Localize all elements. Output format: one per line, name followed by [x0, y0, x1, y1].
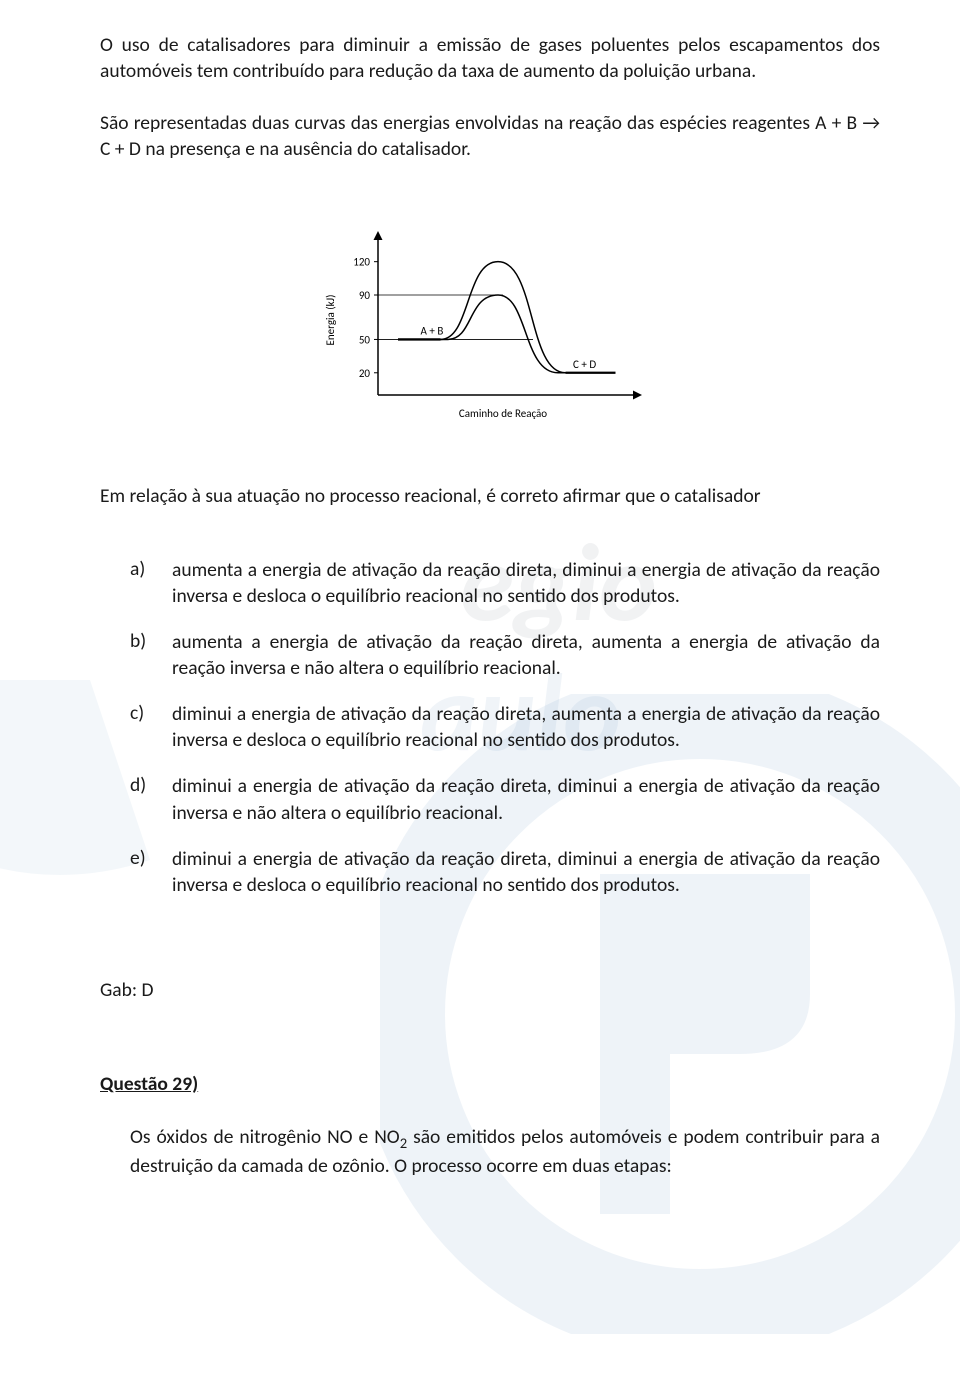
svg-text:Caminho de Reação: Caminho de Reação	[459, 407, 547, 420]
option-text: aumenta a energia de ativação da reação …	[172, 557, 880, 609]
energy-diagram: 20 50 90 120 Energia (kJ) Caminho de Reação A …	[100, 223, 880, 433]
next-question-header: Questão 29)	[100, 1072, 880, 1096]
option-label: a)	[130, 557, 172, 609]
option-text: diminui a energia de ativação da reação …	[172, 773, 880, 825]
svg-text:Energia (kJ): Energia (kJ)	[324, 294, 337, 345]
option-text: aumenta a energia de ativação da reação …	[172, 629, 880, 681]
option-e: e) diminui a energia de ativação da reaç…	[130, 846, 880, 898]
option-d: d) diminui a energia de ativação da reaç…	[130, 773, 880, 825]
option-text: diminui a energia de ativação da reação …	[172, 701, 880, 753]
answer-key: Gab: D	[100, 978, 880, 1002]
energy-diagram-svg: 20 50 90 120 Energia (kJ) Caminho de Reação A …	[320, 223, 660, 433]
intro-paragraph-2: São representadas duas curvas das energi…	[100, 110, 880, 162]
option-text: diminui a energia de ativação da reação …	[172, 846, 880, 898]
qbody-pre: Os óxidos de nitrogênio NO e NO	[130, 1125, 400, 1149]
svg-text:A + B: A + B	[421, 324, 444, 337]
option-a: a) aumenta a energia de ativação da reaç…	[130, 557, 880, 609]
option-b: b) aumenta a energia de ativação da reaç…	[130, 629, 880, 681]
page: egio aulo O uso de catalisadores para di…	[0, 0, 960, 1374]
qbody-sub: 2	[400, 1134, 407, 1152]
option-label: e)	[130, 846, 172, 898]
options-list: a) aumenta a energia de ativação da reaç…	[100, 557, 880, 898]
svg-text:C + D: C + D	[573, 357, 596, 370]
content: O uso de catalisadores para diminuir a e…	[100, 32, 880, 1179]
svg-text:90: 90	[359, 289, 371, 302]
option-label: d)	[130, 773, 172, 825]
next-question-body: Os óxidos de nitrogênio NO e NO2 são emi…	[100, 1124, 880, 1180]
svg-text:20: 20	[359, 366, 371, 379]
svg-text:120: 120	[353, 255, 370, 268]
option-label: c)	[130, 701, 172, 753]
option-label: b)	[130, 629, 172, 681]
svg-text:50: 50	[359, 333, 371, 346]
intro-paragraph-3: Em relação à sua atuação no processo rea…	[100, 483, 880, 509]
option-c: c) diminui a energia de ativação da reaç…	[130, 701, 880, 753]
intro-paragraph-1: O uso de catalisadores para diminuir a e…	[100, 32, 880, 84]
